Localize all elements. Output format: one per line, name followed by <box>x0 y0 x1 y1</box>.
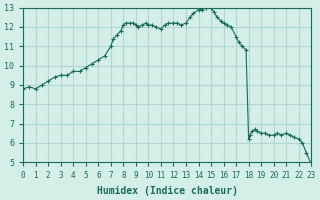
X-axis label: Humidex (Indice chaleur): Humidex (Indice chaleur) <box>97 186 238 196</box>
